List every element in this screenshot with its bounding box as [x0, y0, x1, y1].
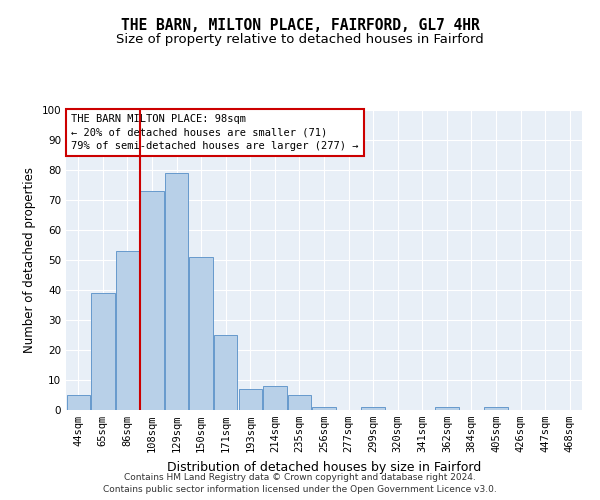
- X-axis label: Distribution of detached houses by size in Fairford: Distribution of detached houses by size …: [167, 460, 481, 473]
- Bar: [484, 407, 508, 410]
- Bar: [116, 251, 139, 410]
- Bar: [313, 407, 335, 410]
- Bar: [67, 395, 90, 410]
- Text: Size of property relative to detached houses in Fairford: Size of property relative to detached ho…: [116, 32, 484, 46]
- Bar: [140, 191, 164, 410]
- Bar: [263, 386, 287, 410]
- Bar: [165, 173, 188, 410]
- Bar: [91, 293, 115, 410]
- Y-axis label: Number of detached properties: Number of detached properties: [23, 167, 36, 353]
- Bar: [190, 257, 213, 410]
- Text: THE BARN MILTON PLACE: 98sqm
← 20% of detached houses are smaller (71)
79% of se: THE BARN MILTON PLACE: 98sqm ← 20% of de…: [71, 114, 359, 151]
- Text: Contains HM Land Registry data © Crown copyright and database right 2024.: Contains HM Land Registry data © Crown c…: [124, 473, 476, 482]
- Bar: [288, 395, 311, 410]
- Bar: [361, 407, 385, 410]
- Bar: [214, 335, 238, 410]
- Text: Contains public sector information licensed under the Open Government Licence v3: Contains public sector information licen…: [103, 484, 497, 494]
- Bar: [435, 407, 458, 410]
- Bar: [239, 389, 262, 410]
- Text: THE BARN, MILTON PLACE, FAIRFORD, GL7 4HR: THE BARN, MILTON PLACE, FAIRFORD, GL7 4H…: [121, 18, 479, 32]
